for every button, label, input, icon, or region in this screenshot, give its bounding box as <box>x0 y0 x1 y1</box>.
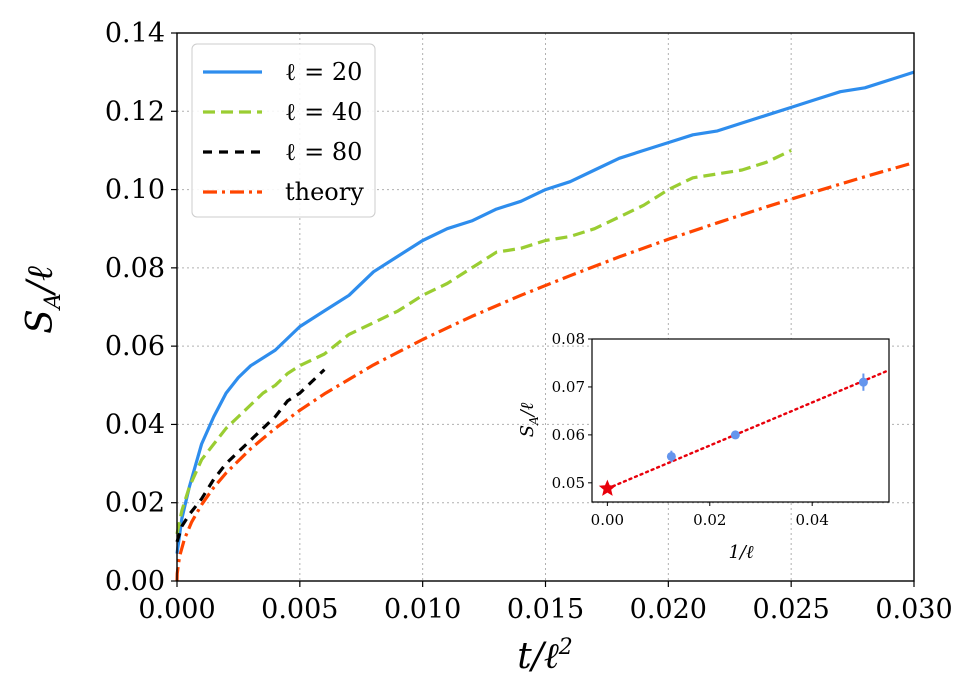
main-y-axis-label-sub: A <box>41 293 66 311</box>
main-x-tick-label: 0.030 <box>875 594 952 625</box>
inset-x-tick-label: 0.00 <box>591 511 624 529</box>
main-x-tick-label: 0.005 <box>261 594 338 625</box>
legend-label: ℓ = 20 <box>285 58 362 86</box>
main-y-tick-label: 0.06 <box>105 331 165 362</box>
inset-y-tick-label: 0.06 <box>552 426 585 444</box>
main-y-tick-label: 0.04 <box>105 409 165 440</box>
legend-label: ℓ = 80 <box>285 138 362 166</box>
legend: ℓ = 20 ℓ = 40 ℓ = 80 theory <box>191 43 376 218</box>
main-x-axis-label: t/ℓ2 <box>517 635 573 677</box>
main-y-tick-label: 0.00 <box>105 566 165 597</box>
inset-x-tick-label: 0.02 <box>693 511 726 529</box>
series-line-3 <box>175 161 915 582</box>
main-x-tick-label: 0.015 <box>507 594 584 625</box>
inset-y-tick-label: 0.07 <box>552 378 585 396</box>
inset: 0.00 0.02 0.04 0.05 0.06 0.07 0.08 1/ℓ SA/ℓ <box>517 330 891 563</box>
legend-label: theory <box>285 178 364 206</box>
series-line-1 <box>175 148 792 535</box>
inset-y-axis-label-sub: A <box>527 416 541 426</box>
inset-extrapolation-star <box>598 479 616 496</box>
main-x-tick-label: 0.020 <box>630 594 707 625</box>
legend-items: ℓ = 20 ℓ = 40 ℓ = 80 theory <box>203 58 364 206</box>
main-y-axis-label: SA/ℓ <box>20 266 66 334</box>
main-ticks: 0.000 0.005 0.010 0.015 0.020 0.025 0.0300.000… <box>105 18 953 625</box>
inset-x-tick-label: 0.04 <box>795 511 828 529</box>
inset-data-point <box>730 430 740 440</box>
series-line-0 <box>175 70 915 554</box>
main-x-axis-label-sup: 2 <box>558 635 573 660</box>
inset-data-point <box>858 377 868 387</box>
inset-y-tick-label: 0.08 <box>552 330 585 348</box>
inset-y-tick-label: 0.05 <box>552 474 585 492</box>
main-y-tick-label: 0.08 <box>105 253 165 284</box>
main-x-tick-label: 0.025 <box>753 594 830 625</box>
inset-y-axis-label: SA/ℓ <box>517 402 541 437</box>
main-x-tick-label: 0.000 <box>138 594 215 625</box>
inset-data-point <box>666 451 676 461</box>
main-y-axis-label-rest: /ℓ <box>20 266 61 296</box>
series-line-2 <box>175 368 326 543</box>
main-series <box>175 70 915 582</box>
legend-label: ℓ = 40 <box>285 98 362 126</box>
main-y-tick-label: 0.10 <box>105 175 165 206</box>
inset-x-axis-label: 1/ℓ <box>728 542 754 563</box>
inset-ticks: 0.00 0.02 0.04 0.05 0.06 0.07 0.08 <box>552 330 829 529</box>
main-y-tick-label: 0.14 <box>105 18 165 49</box>
inset-fit-line <box>606 368 891 490</box>
inset-series <box>598 368 891 496</box>
inset-plot-frame <box>591 338 890 503</box>
main-x-tick-label: 0.010 <box>384 594 461 625</box>
main-y-tick-label: 0.02 <box>105 488 165 519</box>
inset-y-axis-label-rest: /ℓ <box>517 402 538 418</box>
legend-box <box>191 43 376 218</box>
main-y-tick-label: 0.12 <box>105 96 165 127</box>
